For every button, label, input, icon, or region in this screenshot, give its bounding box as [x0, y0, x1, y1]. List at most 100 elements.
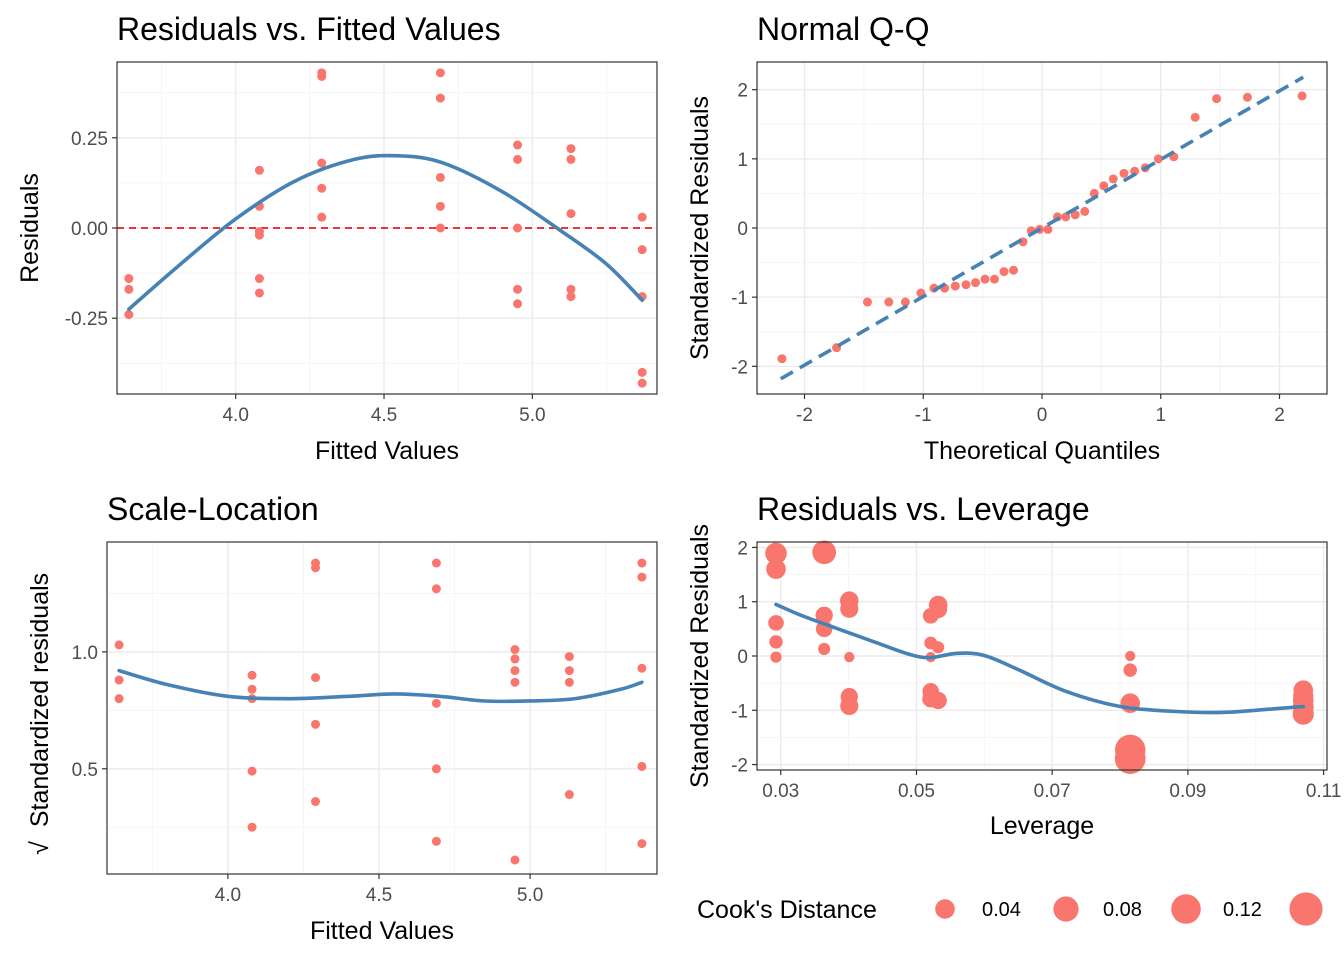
rvl-point-32 [1292, 703, 1314, 725]
rvf-point-16 [435, 172, 445, 182]
qq-x-tick-label-3: 1 [1155, 405, 1166, 426]
qq-ticks: -2 -1 0 1 2 -2 -1 0 1 2 [731, 81, 1285, 426]
rvl-point-8 [818, 642, 831, 655]
rvf-point-10 [317, 71, 327, 81]
qq-y-tick-label-3: 1 [737, 150, 748, 171]
sl-point-20 [510, 666, 520, 676]
rvl-x-axis-title: Leverage [990, 812, 1094, 840]
rvl-point-6 [815, 606, 833, 624]
legend-key-3 [1289, 892, 1323, 926]
rvf-smooth-line [127, 153, 644, 311]
rvf-point-25 [566, 154, 576, 164]
rvf-point-21 [513, 223, 523, 233]
legend-key-2 [1171, 894, 1201, 924]
rvl-y-tick-label-3: 1 [737, 593, 748, 614]
sl-plot-frame [106, 541, 658, 875]
qq-y-axis-title: Standardized Residuals [686, 96, 714, 360]
sl-point-18 [510, 645, 520, 655]
sl-point-10 [311, 673, 321, 683]
sl-point-6 [247, 766, 257, 776]
qq-reference-line [779, 75, 1305, 381]
rvf-point-6 [254, 230, 264, 240]
sl-y-axis-sqrt-symbol: √ [26, 841, 54, 855]
rvl-point-0 [765, 542, 787, 565]
sl-point-9 [311, 563, 321, 573]
residuals-vs-fitted-panel: Residuals vs. Fitted Values 4.0 4.5 5.0 -0.… [16, 11, 658, 465]
rvf-point-26 [566, 209, 576, 219]
rvf-point-1 [124, 284, 134, 294]
legend-label-0: 0.04 [982, 899, 1021, 921]
qq-x-tick-label-2: 0 [1037, 405, 1048, 426]
rvf-point-15 [435, 93, 445, 103]
rvl-point-4 [770, 651, 782, 663]
scale-location-panel: Scale-Location 4.0 4.5 5.0 0.5 1.0 Fitted Va… [26, 491, 658, 945]
legend-items: 0.04 0.08 0.12 [935, 892, 1323, 926]
qq-point-31 [1190, 112, 1200, 122]
qq-point-32 [1212, 94, 1222, 104]
sl-point-13 [431, 558, 441, 568]
rvl-x-tick-label-2: 0.07 [1034, 781, 1071, 802]
rvl-point-22 [929, 691, 947, 710]
rvf-point-28 [566, 292, 576, 302]
qq-point-34 [1297, 91, 1307, 101]
qq-point-21 [1070, 210, 1080, 220]
rvl-ticks: 0.03 0.05 0.07 0.09 0.11 -2 -1 0 1 2 [731, 538, 1341, 802]
qq-point-0 [777, 354, 787, 364]
rvf-point-18 [435, 223, 445, 233]
normal-qq-panel: Normal Q-Q -2 -1 0 1 2 -2 -1 0 1 2 Theoretical Qu… [686, 11, 1328, 465]
sl-ticks: 4.0 4.5 5.0 0.5 1.0 [72, 643, 544, 906]
sl-point-3 [247, 670, 257, 680]
rvf-point-29 [637, 245, 647, 255]
sl-point-15 [431, 698, 441, 708]
sl-point-22 [510, 855, 520, 865]
sl-y-tick-label-0: 0.5 [72, 760, 98, 781]
rvf-point-14 [435, 68, 445, 78]
qq-point-9 [961, 280, 971, 290]
qq-point-26 [1119, 168, 1129, 178]
qq-x-tick-label-1: -1 [915, 405, 932, 426]
qq-point-33 [1242, 92, 1252, 102]
qq-y-tick-label-0: -2 [731, 357, 748, 378]
rvf-y-tick-label-2: 0.25 [71, 129, 108, 150]
sl-point-19 [510, 654, 520, 664]
rvf-y-tick-label-0: -0.25 [65, 309, 108, 330]
legend-key-0 [935, 899, 955, 919]
rvl-y-tick-label-4: 2 [737, 538, 748, 559]
qq-x-tick-label-4: 2 [1274, 405, 1285, 426]
qq-point-25 [1108, 174, 1118, 184]
rvf-point-24 [566, 144, 576, 154]
sl-point-17 [431, 836, 441, 846]
sl-point-26 [564, 790, 574, 800]
qq-point-27 [1130, 166, 1140, 176]
rvl-title: Residuals vs. Leverage [757, 491, 1090, 527]
rvl-y-tick-label-2: 0 [737, 647, 748, 668]
sl-marks [114, 558, 647, 865]
legend-label-2: 0.12 [1223, 899, 1262, 921]
rvl-point-13 [840, 696, 859, 716]
sl-y-tick-label-1: 1.0 [72, 643, 98, 664]
rvf-x-tick-label-1: 4.5 [371, 405, 397, 426]
sl-point-7 [247, 822, 257, 832]
legend-key-1 [1053, 896, 1079, 922]
rvl-x-tick-label-0: 0.03 [762, 781, 799, 802]
sl-point-29 [637, 663, 647, 673]
rvl-point-21 [932, 641, 945, 654]
sl-point-11 [311, 719, 321, 729]
rvl-point-23 [1125, 650, 1136, 662]
rvf-point-23 [513, 299, 523, 309]
qq-point-2 [862, 297, 872, 307]
cooks-distance-legend: Cook's Distance 0.04 0.08 0.12 [697, 892, 1323, 926]
legend-title: Cook's Distance [697, 896, 877, 924]
sl-x-tick-label-2: 5.0 [517, 885, 543, 906]
rvl-point-2 [768, 615, 784, 631]
rvf-point-0 [124, 274, 134, 284]
qq-point-11 [980, 274, 990, 284]
sl-point-14 [431, 584, 441, 594]
qq-point-24 [1099, 181, 1109, 191]
rvf-x-tick-label-2: 5.0 [519, 405, 545, 426]
sl-point-2 [114, 694, 124, 704]
rvl-marks [765, 540, 1314, 774]
qq-point-29 [1153, 154, 1163, 164]
rvf-y-tick-label-1: 0.00 [71, 219, 108, 240]
sl-smooth-line [117, 668, 644, 704]
